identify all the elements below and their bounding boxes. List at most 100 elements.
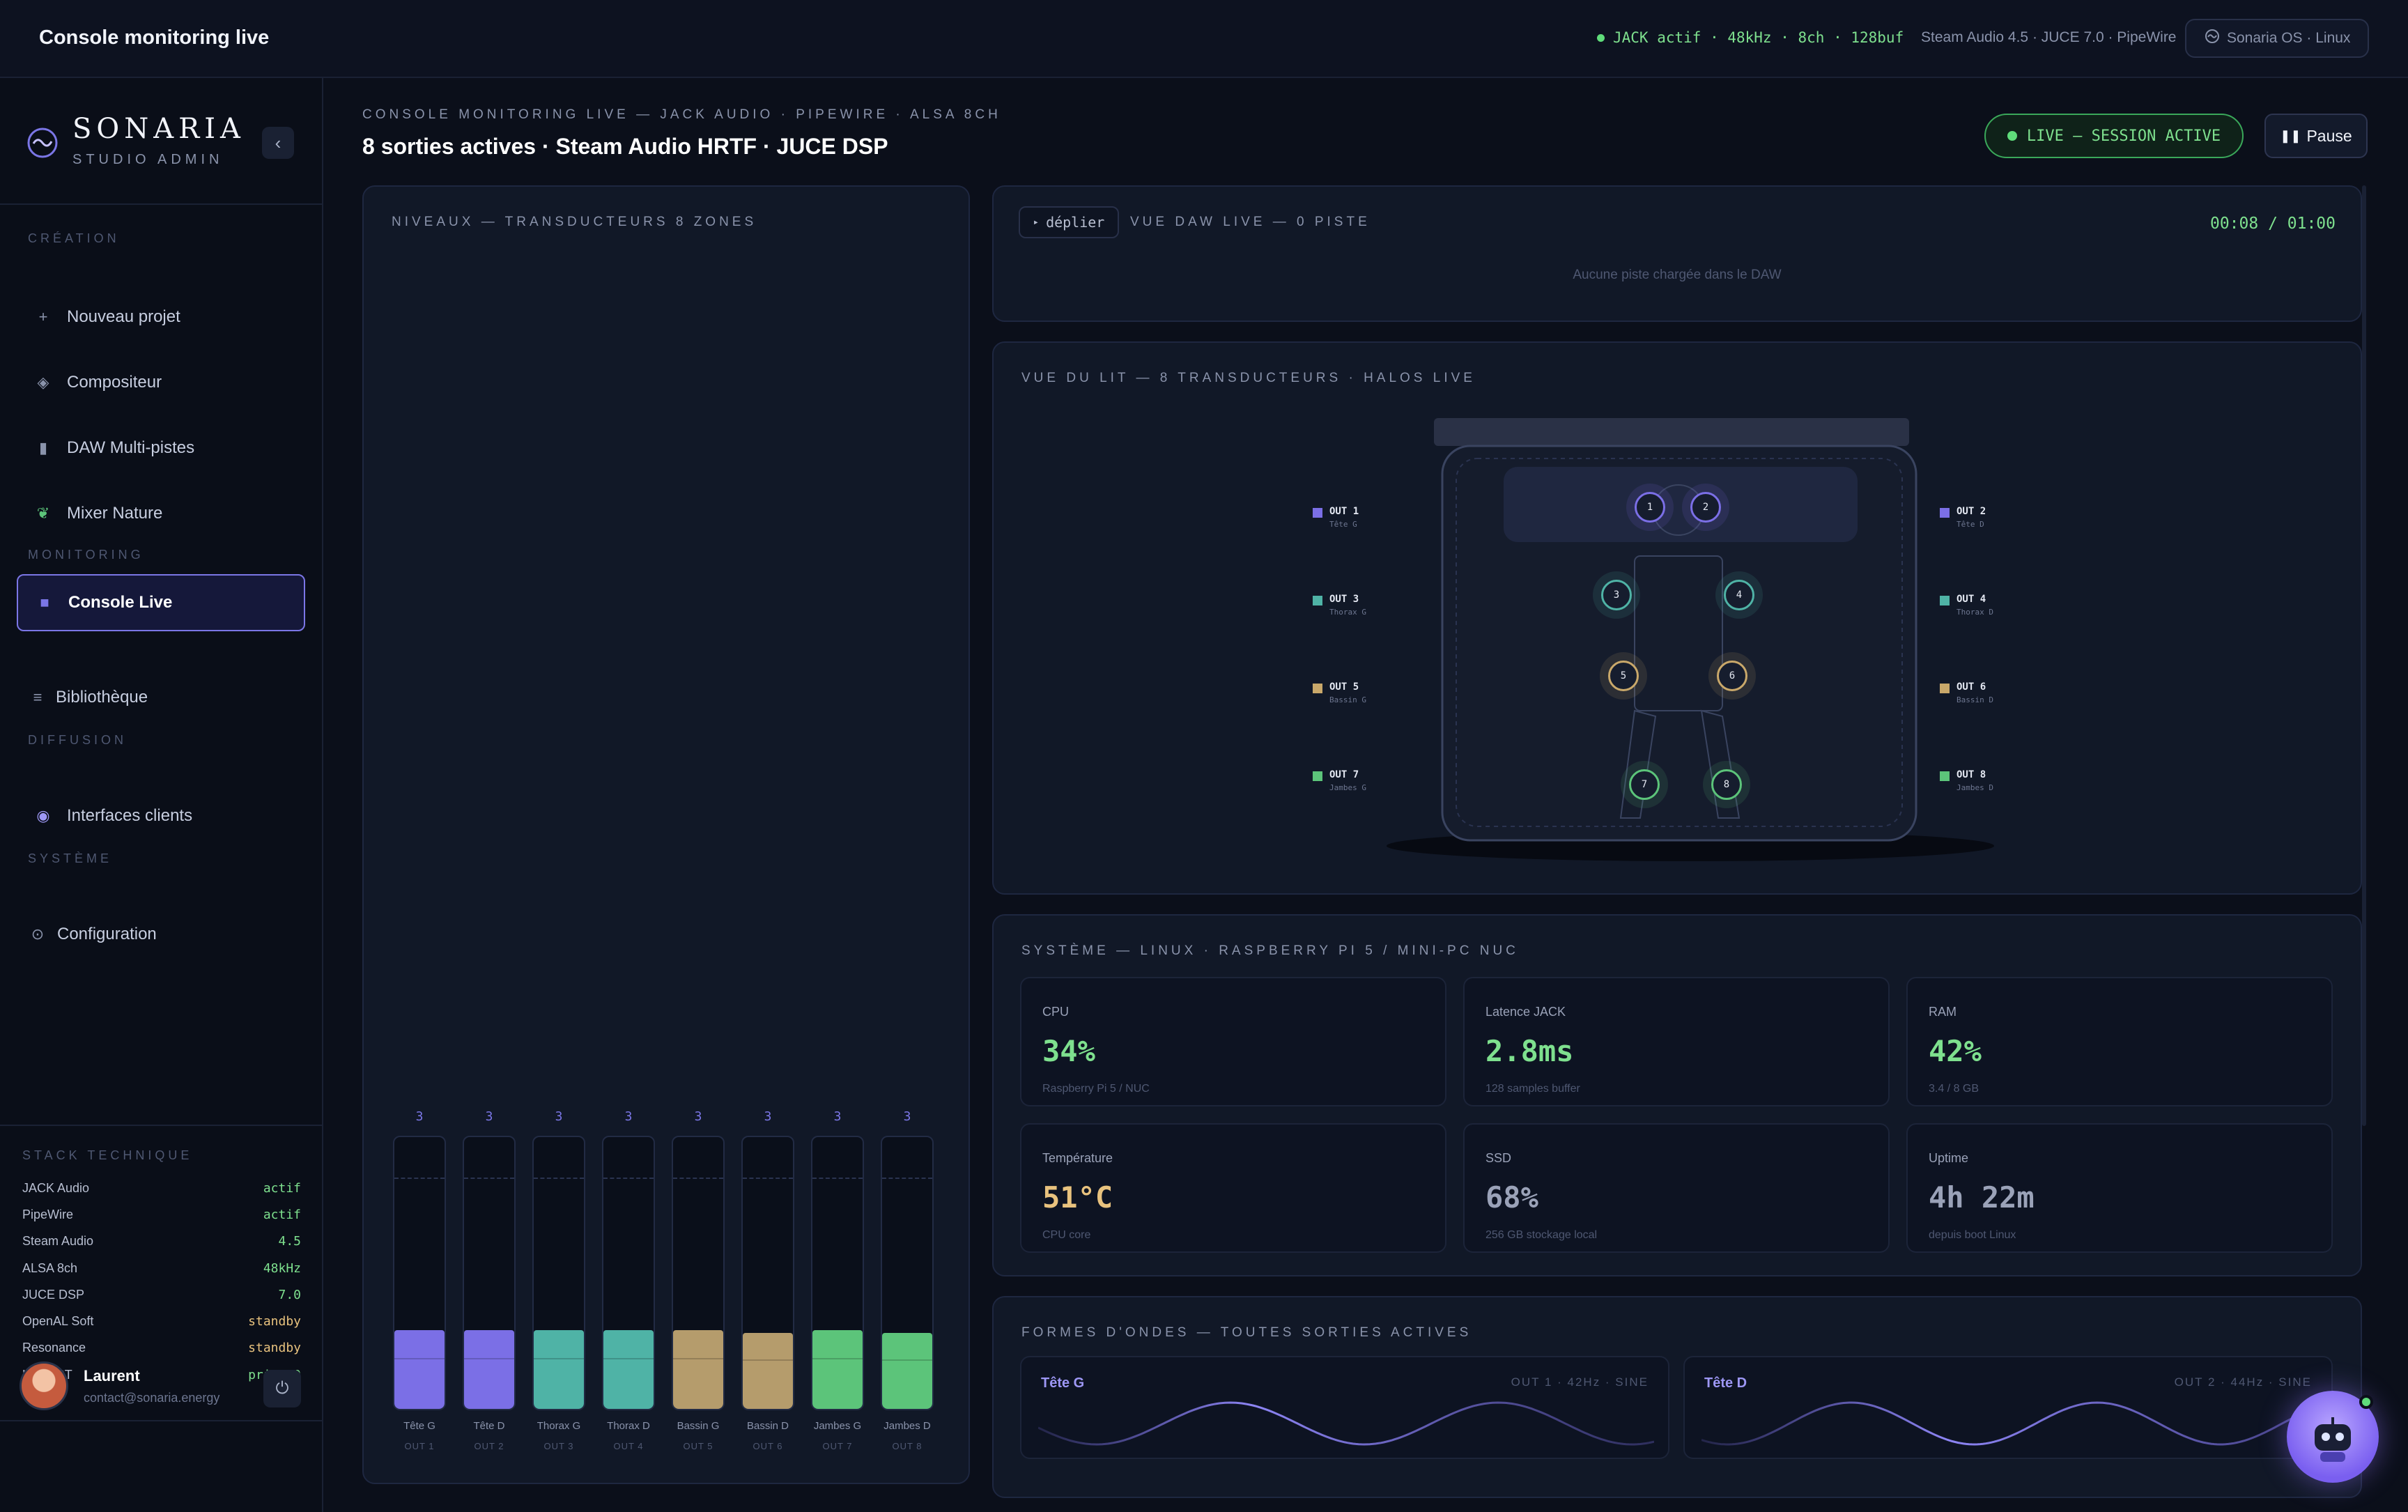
sidebar-item-label: Compositeur [67,373,162,392]
peak-marker [743,1178,793,1179]
mixer-icon: ▮ [38,439,48,456]
expand-button[interactable]: ▸ déplier [1019,206,1119,238]
output-zone: Jambes G [1329,783,1366,792]
sidebar-item-compositeur[interactable]: ◈ Compositeur [17,354,305,411]
waveforms-panel: FORMES D'ONDES — TOUTES SORTIES ACTIVES … [992,1296,2362,1498]
divider [0,1420,322,1421]
output-label: OUT 7 Jambes G [1313,769,1366,792]
collapse-sidebar-button[interactable]: ‹ [262,127,294,159]
meter-label: Bassin G [677,1420,720,1432]
stack-info: Steam Audio 4.5 · JUCE 7.0 · PipeWire [1921,29,2177,45]
plus-icon: + [38,308,48,325]
level-meter [672,1136,725,1410]
stat-value: 68% [1485,1180,1538,1214]
page-kicker: CONSOLE MONITORING LIVE — JACK AUDIO · P… [362,107,1001,122]
waveform-trace [1701,1401,2317,1446]
online-dot-icon [2359,1395,2373,1409]
meter-value: 3 [485,1109,493,1124]
meter-label: Bassin D [746,1420,789,1432]
scrollbar[interactable] [2362,185,2366,1126]
sidebar-item-nouveau-projet[interactable]: + Nouveau projet [17,288,305,346]
os-pill[interactable]: Sonaria OS · Linux [2185,19,2369,58]
waveform-name: Tête G [1041,1375,1085,1391]
sidebar-item-configuration[interactable]: ⊙ Configuration [17,906,305,963]
transducer-node[interactable]: 8 [1711,769,1742,800]
meter-fill [603,1330,654,1409]
transducer-node[interactable]: 5 [1608,661,1639,691]
sidebar-item-label: Bibliothèque [56,688,148,707]
color-swatch [1313,684,1322,693]
sidebar-item-bibliotheque[interactable]: ≡ Bibliothèque [17,669,305,726]
stack-row: JACK Audio actif [22,1180,301,1196]
daw-empty-message: Aucune piste chargée dans le DAW [1573,268,1782,282]
level-meter [463,1136,516,1410]
app-title: Console monitoring live [39,26,270,49]
output-zone: Thorax D [1957,608,1993,617]
logout-button[interactable]: ⏻ [263,1370,301,1407]
stat-value: 2.8ms [1485,1034,1574,1068]
meter-fill [464,1330,514,1409]
meter-label: Tête G [403,1420,435,1432]
level-meter [602,1136,655,1410]
square-icon: ■ [40,594,49,611]
robot-icon [2315,1417,2351,1462]
user-email: contact@sonaria.energy [84,1391,220,1405]
level-meter [881,1136,934,1410]
sidebar-item-label: Nouveau projet [67,307,180,326]
output-id: OUT 8 [1957,769,1986,780]
transducer-node[interactable]: 1 [1635,492,1665,523]
sidebar-item-interfaces-clients[interactable]: ◉ Interfaces clients [17,787,305,844]
output-label: OUT 3 Thorax G [1313,594,1366,617]
transducer-node[interactable]: 4 [1724,580,1754,610]
bed-title: VUE DU LIT — 8 TRANSDUCTEURS · HALOS LIV… [1021,371,1476,385]
transducer-node[interactable]: 7 [1629,769,1660,800]
stack-row: ALSA 8ch 48kHz [22,1260,301,1276]
lines-icon: ≡ [33,688,43,706]
divider [0,1125,322,1126]
output-label: OUT 1 Tête G [1313,506,1359,529]
waveform-name: Tête D [1704,1375,1747,1391]
stat-value: 4h 22m [1929,1180,2035,1214]
meter-label: Thorax G [537,1420,581,1432]
sidebar-item-label: Interfaces clients [67,806,193,825]
gear-icon: ⊙ [31,925,45,943]
color-swatch [1313,508,1322,518]
color-swatch [1313,771,1322,781]
live-badge: LIVE — SESSION ACTIVE [1984,114,2244,158]
stat-value: 34% [1042,1034,1095,1068]
assistant-button[interactable] [2287,1391,2379,1483]
meter-fill [882,1333,932,1409]
peak-marker [603,1178,654,1179]
jack-status-text: JACK actif · 48kHz · 8ch · 128buf [1613,29,1904,46]
brand: SONARIA STUDIO ADMIN [26,113,319,176]
meter-output: OUT 7 [822,1441,853,1451]
meter-fill [534,1330,584,1409]
leaf-icon: ❦ [36,504,50,522]
sidebar-item-mixer-nature[interactable]: ❦ Mixer Nature [17,485,305,542]
meter-value: 3 [903,1109,911,1124]
meter-fill [394,1330,445,1409]
output-label: OUT 5 Bassin G [1313,681,1366,704]
stat-ram: RAM 42% 3.4 / 8 GB [1906,977,2333,1106]
pause-button[interactable]: ❚❚ Pause [2264,114,2368,158]
chevron-left-icon: ‹ [275,132,281,153]
waveform-meta: OUT 1 · 42Hz · SINE [1511,1375,1649,1389]
level-meter [741,1136,794,1410]
transducer-node[interactable]: 3 [1601,580,1632,610]
meter-label: Thorax D [607,1420,650,1432]
transducer-node[interactable]: 2 [1690,492,1721,523]
meter-fill [812,1330,863,1409]
transducer-node[interactable]: 6 [1717,661,1747,691]
sidebar-item-console-live[interactable]: ■ Console Live [17,574,305,631]
brand-subtitle: STUDIO ADMIN [72,152,224,167]
level-meter [532,1136,585,1410]
sidebar-item-daw[interactable]: ▮ DAW Multi-pistes [17,419,305,477]
wave-logo-icon [2205,29,2220,48]
sidebar: SONARIA STUDIO ADMIN ‹ CRÉATION + Nouvea… [0,78,323,1512]
status-dot-icon [1597,33,1605,42]
avatar[interactable] [20,1361,68,1410]
output-id: OUT 1 [1329,506,1359,517]
brand-name: SONARIA [72,113,245,145]
section-systeme: SYSTÈME [28,851,113,865]
daw-title: VUE DAW LIVE — 0 PISTE [1130,215,1371,229]
